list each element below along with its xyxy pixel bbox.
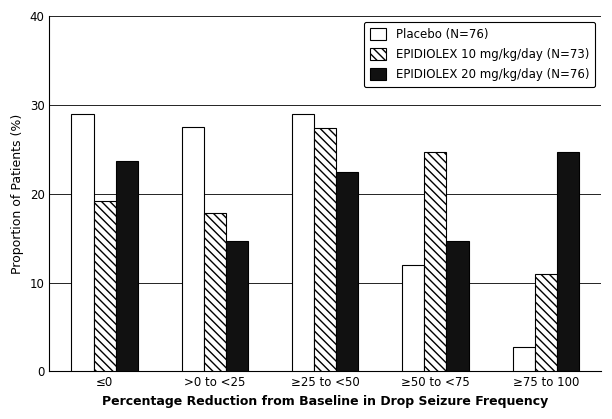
Bar xyxy=(292,114,314,372)
Bar xyxy=(182,127,204,372)
Bar xyxy=(336,173,358,372)
Bar xyxy=(535,274,557,372)
X-axis label: Percentage Reduction from Baseline in Drop Seizure Frequency: Percentage Reduction from Baseline in Dr… xyxy=(102,395,548,408)
Bar xyxy=(402,265,424,372)
Bar xyxy=(204,213,226,372)
Bar xyxy=(94,201,116,372)
Y-axis label: Proportion of Patients (%): Proportion of Patients (%) xyxy=(11,114,24,274)
Bar xyxy=(116,161,138,372)
Bar xyxy=(72,114,94,372)
Legend: Placebo (N=76), EPIDIOLEX 10 mg/kg/day (N=73), EPIDIOLEX 20 mg/kg/day (N=76): Placebo (N=76), EPIDIOLEX 10 mg/kg/day (… xyxy=(364,22,595,87)
Bar xyxy=(557,152,579,372)
Bar xyxy=(513,347,535,372)
Bar xyxy=(424,152,447,372)
Bar xyxy=(447,241,469,372)
Bar xyxy=(314,128,336,372)
Bar xyxy=(226,241,248,372)
